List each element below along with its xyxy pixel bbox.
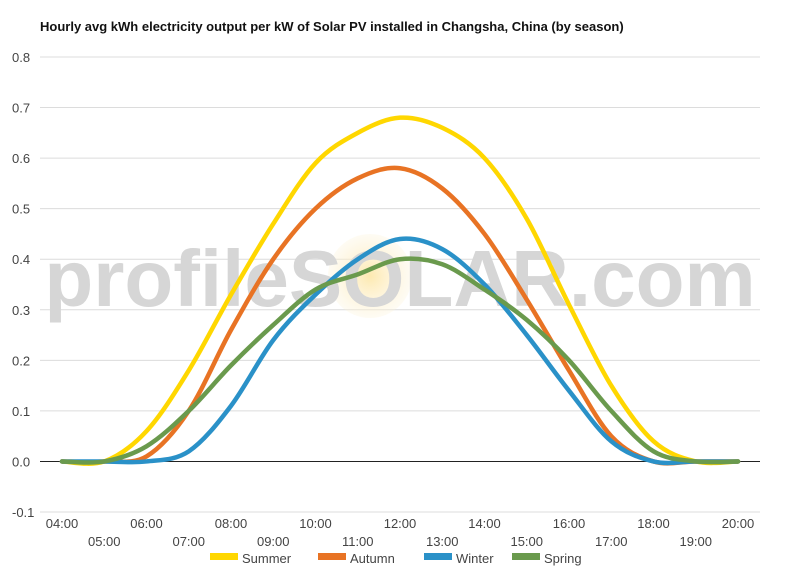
x-tick-label: 09:00 (257, 534, 290, 549)
x-tick-label: 18:00 (637, 516, 670, 531)
series-line-spring (59, 256, 741, 465)
legend-swatch (424, 553, 452, 560)
series-line-summer (59, 115, 741, 466)
watermark-text: profileSOLAR.com (44, 234, 755, 323)
axis-labels: -0.1 0.0 0.1 0.2 0.3 0.4 0.5 0.6 0.7 0.8 04:00 05:0… (12, 50, 754, 549)
y-tick-label: 0.0 (12, 454, 30, 469)
x-tick-label: 08:00 (215, 516, 248, 531)
y-tick-label: 0.2 (12, 353, 30, 368)
x-tick-label: 15:00 (510, 534, 543, 549)
series-lines (59, 115, 741, 466)
legend-item-winter[interactable]: Winter (424, 551, 494, 566)
x-tick-label: 13:00 (426, 534, 459, 549)
legend-label: Spring (544, 551, 582, 566)
grid (40, 56, 760, 513)
legend-swatch (512, 553, 540, 560)
y-tick-label: -0.1 (12, 505, 34, 520)
legend-label: Winter (456, 551, 494, 566)
x-tick-label: 11:00 (342, 534, 374, 549)
y-tick-label: 0.8 (12, 50, 30, 65)
legend-item-summer[interactable]: Summer (210, 551, 292, 566)
legend-item-spring[interactable]: Spring (512, 551, 582, 566)
y-tick-label: 0.7 (12, 101, 30, 116)
x-tick-label: 16:00 (553, 516, 586, 531)
watermark: profileSOLAR.com (44, 234, 756, 323)
legend-swatch (210, 553, 238, 560)
x-tick-label: 14:00 (468, 516, 501, 531)
y-tick-label: 0.4 (12, 252, 30, 267)
x-tick-label: 12:00 (384, 516, 417, 531)
series-line-winter (59, 236, 741, 466)
x-tick-label: 05:00 (88, 534, 121, 549)
legend[interactable]: Summer Autumn Winter Spring (210, 551, 582, 566)
legend-item-autumn[interactable]: Autumn (318, 551, 395, 566)
x-tick-label: 17:00 (595, 534, 628, 549)
y-tick-label: 0.1 (12, 404, 30, 419)
chart-title: Hourly avg kWh electricity output per kW… (40, 19, 624, 34)
legend-swatch (318, 553, 346, 560)
watermark-sun-icon (328, 234, 412, 318)
x-tick-label: 04:00 (46, 516, 79, 531)
x-tick-label: 19:00 (679, 534, 712, 549)
y-tick-label: 0.6 (12, 151, 30, 166)
x-tick-label: 20:00 (722, 516, 755, 531)
y-tick-label: 0.3 (12, 303, 30, 318)
x-tick-label: 10:00 (299, 516, 332, 531)
y-tick-label: 0.5 (12, 202, 30, 217)
x-tick-label: 07:00 (172, 534, 205, 549)
legend-label: Autumn (350, 551, 395, 566)
x-tick-label: 06:00 (130, 516, 163, 531)
legend-label: Summer (242, 551, 292, 566)
